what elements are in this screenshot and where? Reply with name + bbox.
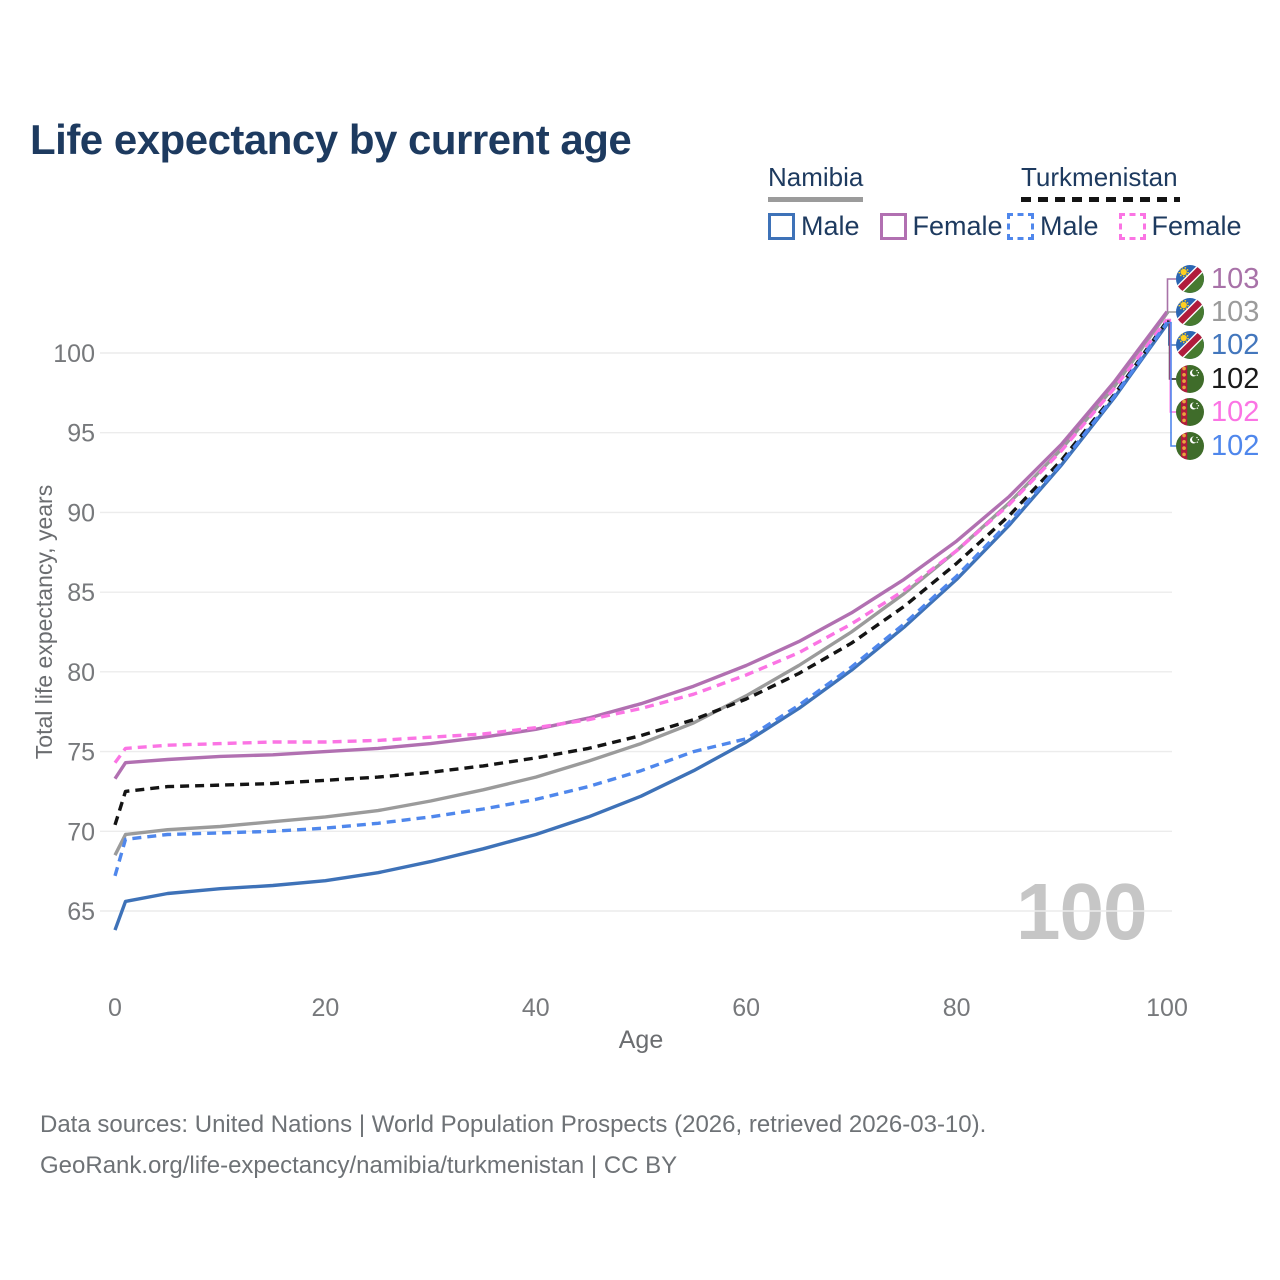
data-source-line: Data sources: United Nations | World Pop… [40,1111,987,1138]
end-label-value: 103 [1211,263,1260,295]
namibia-flag-icon [1176,298,1204,326]
y-tick-label: 95 [67,420,95,448]
y-tick-label: 70 [67,818,95,846]
legend-group-namibia: Namibia Male Female [768,162,1003,242]
legend-group-title: Turkmenistan [1021,162,1178,192]
legend-item-label: Male [1040,211,1099,241]
series-line-na_female[interactable] [113,310,1169,780]
end-label-value: 102 [1211,430,1260,462]
y-tick-label: 100 [53,340,95,368]
x-tick-label: 80 [943,994,971,1022]
end-label-row-2[interactable]: 102 [1176,329,1260,361]
end-label-row-1[interactable]: 103 [1176,296,1260,328]
legend-item-namibia-female[interactable]: Female [879,211,1003,242]
series-line-tm_male[interactable] [113,321,1169,877]
x-tick-label: 40 [522,994,550,1022]
y-tick-label: 80 [67,659,95,687]
legend-group-turkmenistan: Turkmenistan Male Female [1007,162,1242,242]
dashed-line-swatch-icon [1118,213,1146,240]
dashed-line-swatch-icon [1007,213,1034,240]
end-label-row-5[interactable]: 102 [1176,430,1260,462]
end-label-row-3[interactable]: 102 [1176,363,1260,395]
end-label-value: 103 [1211,296,1260,328]
series-line-na_total[interactable] [113,312,1169,856]
legend-item-namibia-male[interactable]: Male [768,211,860,242]
x-tick-label: 0 [108,994,122,1022]
namibia-flag-icon [1176,265,1204,293]
legend-group-title: Namibia [768,162,864,192]
solid-line-swatch-icon [879,213,907,240]
solid-line-swatch-icon [768,213,795,240]
end-label-row-4[interactable]: 102 [1176,396,1260,428]
legend-item-label: Male [801,211,860,241]
namibia-flag-icon [1176,331,1204,359]
turkmenistan-flag-icon [1176,365,1204,393]
y-tick-label: 85 [67,579,95,607]
x-axis-title: Age [619,1026,663,1054]
data-source-footer: Data sources: United Nations | World Pop… [40,1104,986,1186]
legend-underline-dashed [1021,197,1180,202]
legend-underline-solid [768,197,863,202]
y-axis-title: Total life expectancy, years [31,485,57,759]
series-line-tm_female[interactable] [113,318,1169,764]
x-tick-label: 100 [1146,994,1188,1022]
end-label-connector [1166,278,1176,313]
y-tick-label: 75 [67,739,95,767]
end-label-connector [1167,311,1176,314]
page-title: Life expectancy by current age [30,116,632,164]
legend-item-turkmenistan-male[interactable]: Male [1007,211,1099,242]
legend-item-turkmenistan-female[interactable]: Female [1118,211,1242,242]
legend-item-label: Female [1151,211,1242,241]
end-label-row-0[interactable]: 103 [1176,263,1260,295]
end-label-value: 102 [1211,329,1260,361]
turkmenistan-flag-icon [1176,432,1204,460]
series-line-na_male[interactable] [113,323,1169,931]
x-tick-label: 60 [732,994,760,1022]
x-tick-label: 20 [311,994,339,1022]
turkmenistan-flag-icon [1176,398,1204,426]
end-label-value: 102 [1211,363,1260,395]
series-line-tm_total[interactable] [113,320,1169,826]
legend-item-label: Female [912,211,1003,241]
end-label-connector [1167,321,1176,447]
y-tick-label: 90 [67,499,95,527]
attribution-line: GeoRank.org/life-expectancy/namibia/turk… [40,1152,678,1179]
y-tick-label: 65 [67,898,95,926]
end-label-value: 102 [1211,396,1260,428]
